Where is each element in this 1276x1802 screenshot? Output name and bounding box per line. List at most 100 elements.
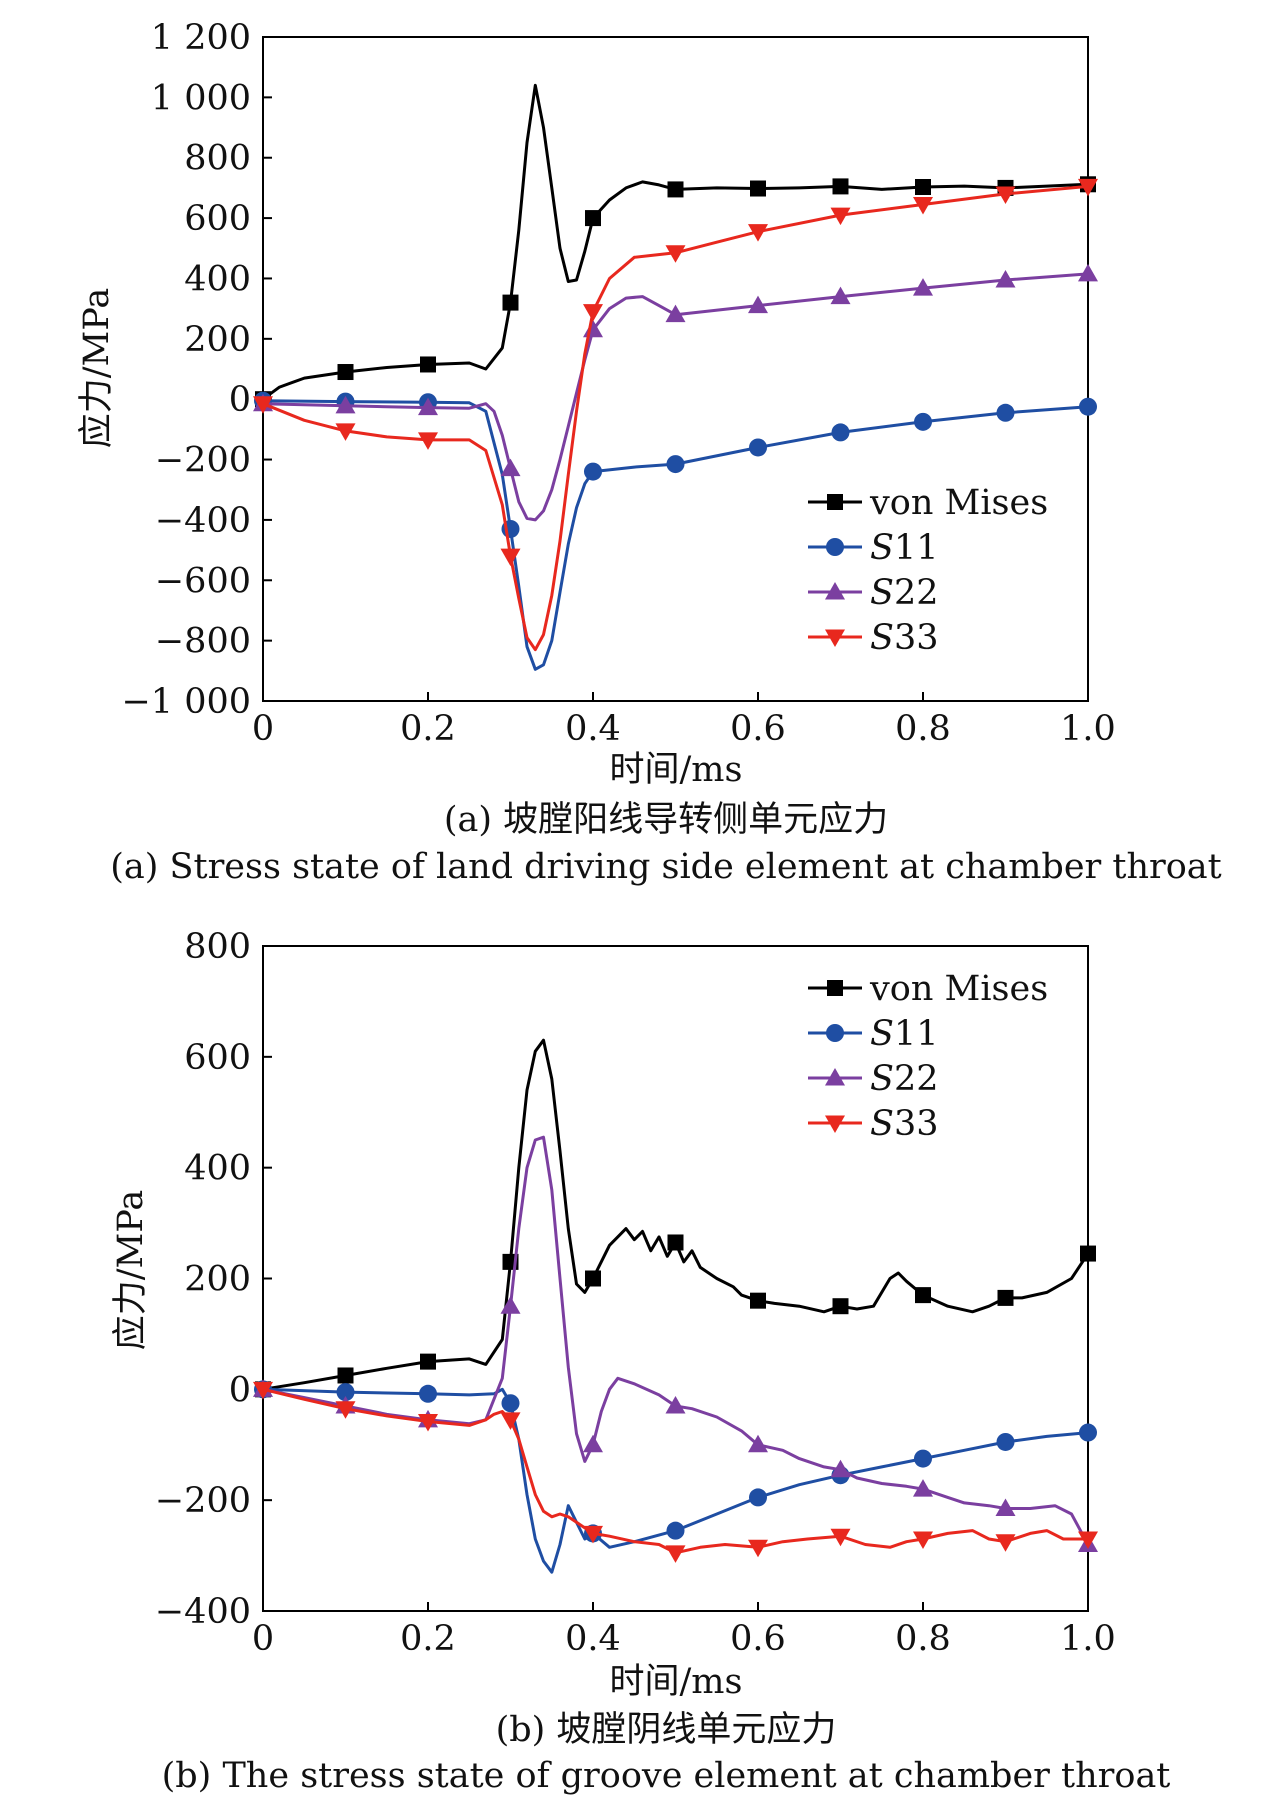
data-point — [1079, 1423, 1097, 1442]
x-tick-label: 0 — [252, 1619, 274, 1659]
legend-marker — [826, 538, 844, 556]
y-tick-label: −400 — [155, 501, 251, 541]
data-point — [832, 1298, 849, 1315]
series-s22 — [253, 1135, 1098, 1552]
caption-chinese: (b) 坡膛阴线单元应力 — [496, 1710, 837, 1750]
legend-entry: S22 — [808, 1059, 939, 1099]
legend-marker — [825, 1068, 845, 1086]
data-point — [997, 1289, 1014, 1306]
data-point — [830, 1459, 851, 1478]
data-point — [253, 1381, 273, 1400]
y-axis-label: 应力/MPa — [77, 288, 117, 448]
data-point — [500, 458, 521, 477]
legend-label-italic: S — [870, 618, 894, 658]
data-point — [1078, 263, 1098, 282]
data-point — [750, 180, 766, 197]
data-point — [913, 197, 933, 215]
y-tick-label: 0 — [229, 1370, 251, 1410]
x-axis-label: 时间/ms — [610, 750, 743, 790]
y-tick-label: −1 000 — [121, 682, 251, 722]
series-line — [262, 399, 1089, 671]
legend-label-italic: S — [870, 573, 894, 613]
data-point — [584, 462, 602, 481]
series-s22 — [253, 263, 1098, 522]
y-tick-label: 600 — [184, 199, 251, 239]
series-line — [262, 1387, 1089, 1574]
x-tick-label: 0.8 — [895, 709, 951, 749]
legend-marker — [825, 582, 845, 600]
y-tick-label: −200 — [155, 1481, 251, 1521]
data-point — [749, 1488, 767, 1507]
data-point — [665, 304, 686, 323]
data-point — [995, 1498, 1016, 1516]
data-point — [500, 1296, 521, 1314]
y-tick-label: 800 — [184, 927, 251, 967]
data-point — [253, 396, 273, 414]
x-tick-label: 0 — [252, 709, 274, 749]
data-point — [583, 304, 603, 322]
y-axis-label: 应力/MPa — [111, 1190, 151, 1350]
data-point — [419, 1384, 437, 1403]
data-point — [996, 1432, 1015, 1451]
data-point — [420, 356, 436, 373]
data-point — [1078, 1531, 1098, 1549]
legend-label-italic: S — [870, 1059, 894, 1099]
data-point — [335, 423, 356, 441]
chart-panel-a: 应力/MPa 时间/ms (a) 坡膛阳线导转侧单元应力 (a) Stress … — [77, 18, 1222, 887]
data-point — [832, 178, 849, 195]
data-point — [913, 278, 933, 296]
caption-chinese: (a) 坡膛阳线导转侧单元应力 — [444, 800, 888, 840]
data-point — [748, 295, 768, 314]
x-tick-label: 0.8 — [895, 1619, 951, 1659]
legend-label: von Mises — [869, 483, 1048, 523]
data-point — [337, 1367, 354, 1384]
series-line — [262, 83, 1089, 401]
legend-label: von Mises — [869, 969, 1048, 1009]
legend-entry: S11 — [808, 1014, 939, 1054]
y-tick-label: 400 — [184, 259, 251, 299]
data-point — [500, 548, 521, 567]
data-point — [501, 1394, 520, 1413]
series-line — [262, 1387, 1088, 1555]
plot-frame — [262, 945, 1089, 1612]
legend-entry: von Mises — [808, 969, 1048, 1009]
legend-marker — [827, 980, 843, 996]
data-point — [830, 207, 851, 226]
series-s33 — [253, 1381, 1098, 1563]
data-point — [831, 423, 850, 442]
legend-entry: S11 — [808, 528, 939, 568]
x-axis-label: 时间/ms — [610, 1662, 743, 1702]
legend-label: S11 — [870, 528, 939, 568]
y-tick-label: 400 — [184, 1149, 251, 1189]
data-point — [915, 179, 931, 196]
caption-english: (a) Stress state of land driving side el… — [110, 847, 1222, 887]
series-s11 — [254, 391, 1097, 671]
series-line — [262, 272, 1089, 522]
y-tick-label: 600 — [184, 1038, 251, 1078]
legend-marker — [826, 1024, 844, 1042]
series-line — [262, 184, 1089, 652]
data-point — [585, 210, 601, 227]
y-tick-label: −800 — [155, 622, 251, 662]
legend-entry: von Mises — [808, 483, 1048, 523]
data-point — [418, 397, 438, 416]
legend-label-italic: S — [870, 1014, 894, 1054]
data-point — [995, 186, 1016, 204]
y-tick-label: −600 — [155, 561, 251, 601]
legend-label-italic: S — [870, 528, 894, 568]
data-point — [1078, 178, 1098, 197]
data-point — [914, 412, 932, 431]
legend-marker — [825, 1115, 845, 1133]
data-point — [749, 438, 767, 457]
chart-panel-b: 应力/MPa 时间/ms (b) 坡膛阴线单元应力 (b) The stress… — [111, 927, 1170, 1796]
data-point — [913, 1531, 933, 1549]
data-point — [913, 1479, 933, 1497]
x-tick-label: 0.4 — [565, 709, 621, 749]
data-point — [665, 245, 686, 263]
data-point — [502, 294, 519, 311]
data-point — [583, 1434, 603, 1453]
data-point — [996, 403, 1015, 422]
data-point — [666, 455, 685, 474]
y-tick-label: 1 200 — [151, 18, 251, 58]
